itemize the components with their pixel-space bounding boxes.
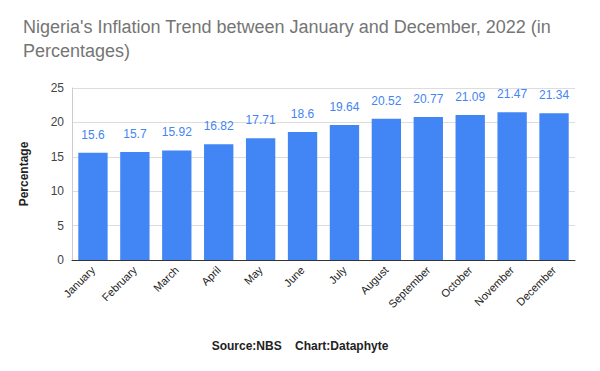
svg-text:17.71: 17.71 [246,113,276,127]
svg-text:20.77: 20.77 [413,92,443,106]
svg-text:0: 0 [57,253,64,267]
svg-text:November: November [472,264,517,309]
svg-text:20: 20 [51,115,65,129]
svg-text:15: 15 [51,150,65,164]
svg-text:21.34: 21.34 [539,88,569,102]
svg-text:18.6: 18.6 [291,107,315,121]
svg-text:25: 25 [51,81,65,95]
svg-text:19.64: 19.64 [329,100,359,114]
svg-text:December: December [514,264,559,309]
svg-text:5: 5 [57,219,64,233]
svg-text:September: September [386,264,433,311]
svg-text:July: July [326,263,349,286]
svg-text:15.7: 15.7 [123,127,147,141]
svg-text:10: 10 [51,184,65,198]
svg-text:20.52: 20.52 [371,94,401,108]
svg-text:16.82: 16.82 [204,119,234,133]
svg-text:February: February [100,263,140,303]
svg-text:January: January [61,263,97,299]
svg-text:March: March [151,264,181,294]
svg-text:21.47: 21.47 [497,87,527,101]
svg-text:August: August [358,264,391,297]
svg-text:October: October [438,264,474,300]
svg-text:Source:NBS Chart:Dataphyte: Source:NBS Chart:Dataphyte [212,339,389,353]
svg-text:Percentages): Percentages) [23,41,130,61]
svg-text:15.92: 15.92 [162,125,192,139]
svg-text:May: May [242,263,266,287]
svg-text:21.09: 21.09 [455,90,485,104]
svg-text:April: April [199,264,223,288]
svg-text:Nigeria's Inflation Trend betw: Nigeria's Inflation Trend between Januar… [23,17,556,37]
svg-text:15.6: 15.6 [81,128,105,142]
svg-text:Percentage: Percentage [17,141,31,206]
svg-text:June: June [281,264,306,289]
